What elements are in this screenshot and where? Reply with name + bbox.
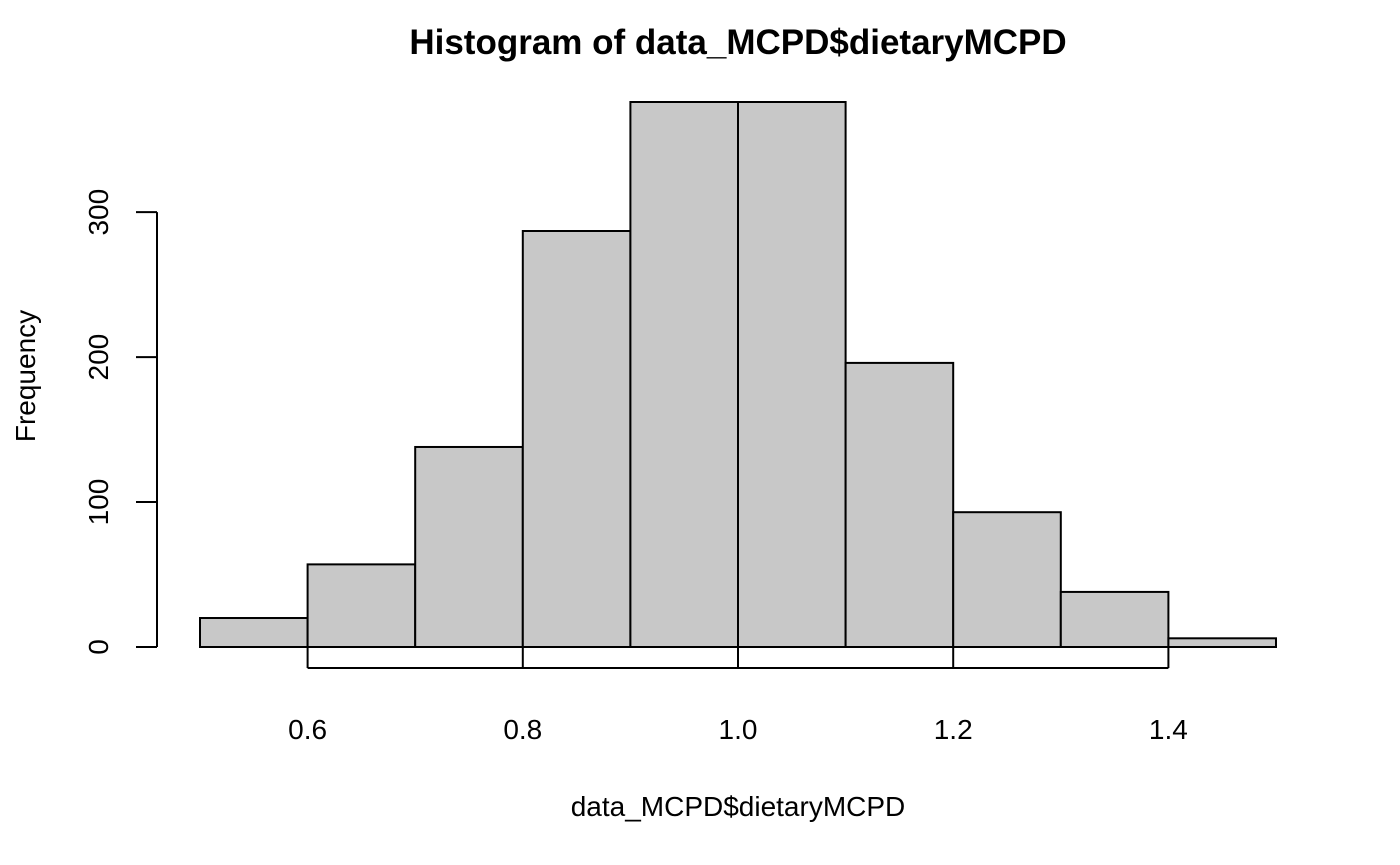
histogram-bar-9 <box>1059 590 1170 649</box>
x-tick-label: 1.0 <box>719 714 758 745</box>
histogram-bar-3 <box>414 445 524 649</box>
x-axis: 0.6 0.8 1.0 1.2 1.4 <box>288 647 1188 745</box>
histogram-bar-7 <box>844 361 955 648</box>
histogram-bar-8 <box>952 511 1062 648</box>
histogram-bar-2 <box>306 563 417 648</box>
y-tick-label: 0 <box>83 639 114 655</box>
histogram-bar-5 <box>629 101 740 648</box>
histogram-bar-10 <box>1167 637 1278 648</box>
y-tick-label: 200 <box>83 334 114 381</box>
y-axis-label: Frequency <box>10 310 41 442</box>
x-axis-label: data_MCPD$dietaryMCPD <box>571 791 906 822</box>
y-axis: 0 100 200 300 <box>83 189 158 655</box>
x-tick-label: 0.8 <box>503 714 542 745</box>
x-tick-label: 0.6 <box>288 714 327 745</box>
x-tick-label: 1.4 <box>1149 714 1188 745</box>
y-tick-label: 100 <box>83 479 114 526</box>
histogram-bar-4 <box>521 230 632 648</box>
x-tick-label: 1.2 <box>934 714 973 745</box>
histogram-bar-1 <box>199 617 309 648</box>
bars-group <box>199 101 1278 649</box>
histogram-bar-6 <box>737 101 847 648</box>
chart-title: Histogram of data_MCPD$dietaryMCPD <box>409 23 1066 62</box>
y-tick-label: 300 <box>83 189 114 236</box>
